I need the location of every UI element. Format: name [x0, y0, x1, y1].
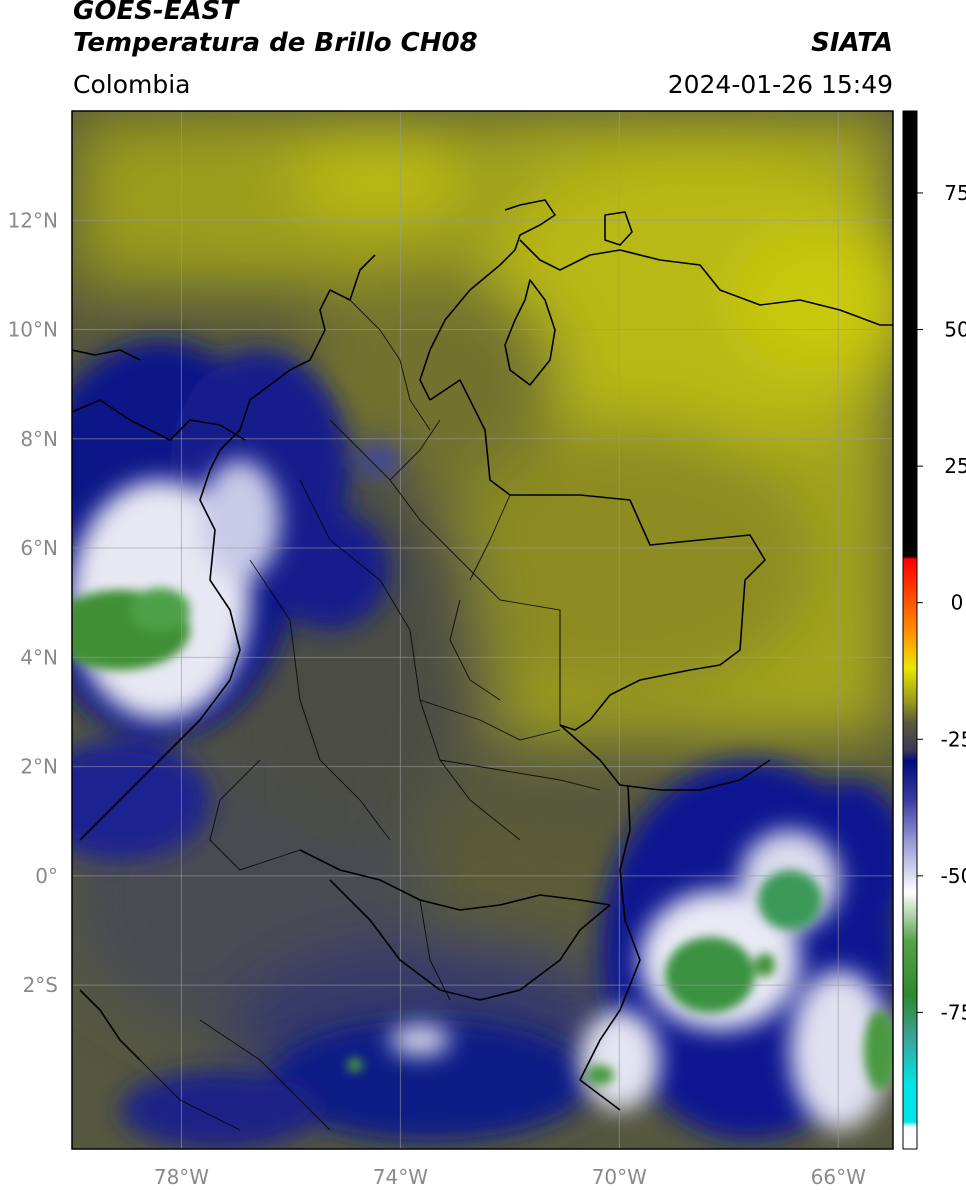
colorbar-tick-label: 75	[944, 181, 966, 205]
colorbar-frame	[902, 110, 918, 1150]
colorbar	[903, 111, 917, 1149]
department-boundaries	[139, 299, 601, 1131]
latitude-tick-label: 12°N	[8, 208, 58, 232]
colorbar-tick-label: 0	[951, 591, 964, 615]
satellite-title: GOES-EAST	[73, 0, 239, 26]
agency-label: SIATA	[811, 28, 893, 58]
latitude-tick-label: 4°N	[20, 645, 58, 669]
timestamp-label: 2024-01-26 15:49	[667, 70, 893, 99]
latitude-tick-label: 2°N	[20, 755, 58, 779]
latitude-tick-label: 2°S	[23, 973, 58, 997]
latitude-tick-label: 10°N	[8, 318, 58, 342]
latitude-tick-label: 6°N	[20, 536, 58, 560]
colorbar-ticks: 75 50 25 0 -25 -50 -75	[917, 181, 966, 1024]
colorbar-tick-label: -75	[941, 1000, 966, 1024]
latitude-tick-label: 8°N	[20, 427, 58, 451]
longitude-labels: 78°W 74°W 70°W 66°W	[154, 1165, 866, 1189]
product-title: Temperatura de Brillo CH08	[73, 28, 478, 58]
latitude-tick-label: 0°	[35, 864, 58, 888]
map-frame	[71, 110, 894, 1150]
longitude-tick-label: 66°W	[811, 1165, 866, 1189]
graticule	[72, 111, 893, 1149]
brightness-temperature-field	[72, 111, 893, 1149]
longitude-tick-label: 74°W	[373, 1165, 428, 1189]
colorbar-tick-label: -50	[941, 864, 966, 888]
longitude-tick-label: 70°W	[592, 1165, 647, 1189]
region-label: Colombia	[73, 70, 191, 99]
political-boundaries	[72, 199, 893, 1111]
colorbar-tick-label: 50	[944, 318, 966, 342]
longitude-tick-label: 78°W	[154, 1165, 209, 1189]
colorbar-tick-label: 25	[944, 454, 966, 478]
colorbar-tick-label: -25	[941, 727, 966, 751]
latitude-labels: 12°N 10°N 8°N 6°N 4°N 2°N 0° 2°S	[8, 208, 58, 997]
